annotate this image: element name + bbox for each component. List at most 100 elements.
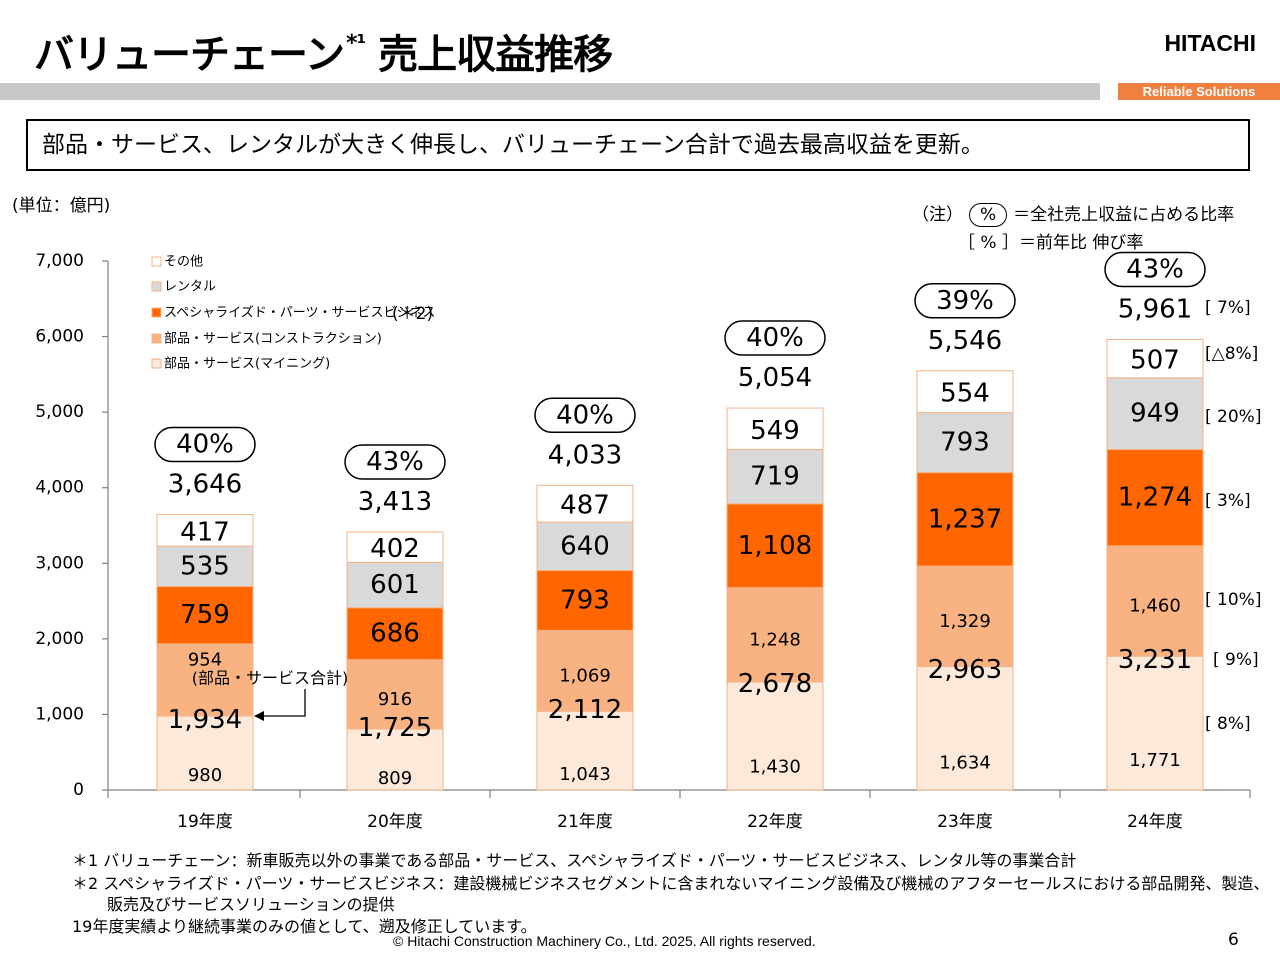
segment-label: 1,274: [1118, 483, 1192, 513]
growth-label-rental: [ 20%]: [1205, 407, 1261, 427]
y-tick-label: 0: [73, 780, 84, 800]
growth-label-parts-total: [ 9%]: [1213, 650, 1259, 670]
segment-label: 1,329: [939, 611, 991, 632]
bar-segment: [1106, 377, 1204, 451]
note-growth: ［ % ］＝前年比 伸び率: [958, 233, 1144, 253]
segment-label: 1,248: [749, 629, 801, 650]
bar-segment: [346, 531, 444, 563]
bar-segment: [916, 472, 1014, 567]
page-title: バリューチェーン*¹ 売上収益推移: [34, 31, 613, 78]
ratio-label: 40%: [556, 400, 614, 430]
segment-label: 949: [1130, 399, 1180, 429]
segment-label: 1,108: [738, 531, 812, 561]
bar-segment: [536, 521, 634, 571]
bar-segment: [726, 407, 824, 451]
segment-label: 1,043: [559, 764, 611, 785]
ratio-label: 43%: [366, 447, 424, 477]
x-tick-label: 20年度: [367, 812, 423, 832]
bar-segment: [916, 666, 1014, 791]
bar-total-label: 3,413: [358, 487, 432, 517]
footnote-1: ＊1 バリューチェーン：新車販売以外の事業である部品・サービス、スペシャライズド…: [72, 851, 1077, 870]
ratio-pill: [724, 320, 826, 356]
bar-segment: [536, 710, 634, 791]
footnote-3: 19年度実績より継続事業のみの値として、遡及修正しています。: [72, 917, 537, 936]
x-tick-label: 21年度: [557, 812, 613, 832]
segment-label: 549: [750, 416, 800, 446]
legend-label: レンタル: [164, 280, 216, 295]
segment-label: 1,460: [1129, 595, 1181, 616]
legend-swatch: [151, 256, 162, 267]
page-number: 6: [1228, 930, 1239, 950]
bar-segment: [1106, 655, 1204, 791]
ratio-label: 40%: [746, 323, 804, 353]
footnote-2: ＊2 スペシャライズド・パーツ・サービスビジネス：建設機械ビジネスセグメントに含…: [72, 874, 1270, 893]
stacked-bar-chart: 0 1,000 2,000 3,000 4,000 5,000 6,000 7,000 19年度…: [35, 251, 1261, 832]
legend-label: 部品・サービス(コンストラクション): [164, 332, 382, 347]
growth-label-construction: [ 10%]: [1205, 590, 1261, 610]
ratio-label: 43%: [1126, 255, 1184, 285]
y-tick-label: 6,000: [35, 327, 84, 347]
segment-label: 507: [1130, 346, 1180, 376]
parts-service-total-label: 1,934: [168, 705, 242, 735]
ratio-pill: [344, 444, 446, 480]
ratio-pill: [534, 397, 636, 434]
x-tick-label: 24年度: [1127, 812, 1183, 832]
unit-label: (単位：億円): [12, 196, 111, 216]
parts-service-total-label: 2,112: [548, 695, 622, 725]
summary-box: 部品・サービス、レンタルが大きく伸長し、バリューチェーン合計で過去最高収益を更新…: [26, 119, 1250, 171]
parts-service-total-label: 3,231: [1118, 645, 1192, 675]
segment-label: 402: [370, 534, 420, 564]
y-tick-label: 5,000: [35, 402, 84, 422]
segment-label: 686: [370, 619, 420, 649]
segment-label: 1,237: [928, 504, 1002, 534]
segment-label: 809: [378, 768, 412, 789]
bar-segment: [346, 659, 444, 730]
bar-segment: [1106, 545, 1204, 657]
bar-total-label: 3,646: [168, 470, 242, 500]
legend-label: スペシャライズド・パーツ・サービスビジネス: [164, 305, 435, 321]
segment-label: 601: [370, 570, 420, 600]
segment-label: 417: [180, 517, 230, 547]
bar-segment: [916, 370, 1014, 414]
bar-segment: [726, 503, 824, 589]
bar-total-label: 5,546: [928, 326, 1002, 356]
ratio-pill: [914, 283, 1016, 319]
bar-segment: [346, 728, 444, 791]
ratio-pill: [1104, 251, 1206, 288]
footnote-2-cont: 販売及びサービスソリューションの提供: [107, 895, 395, 914]
segment-label: 1,430: [749, 756, 801, 777]
x-tick-label: 19年度: [177, 812, 233, 832]
bar-segment: [346, 607, 444, 661]
bar-segment: [536, 484, 634, 523]
segment-label: 1,771: [1129, 750, 1181, 771]
growth-label-total: [ 7%]: [1205, 298, 1251, 318]
bar-segment: [156, 514, 254, 547]
bar-segment: [1106, 449, 1204, 547]
bar-segment: [1106, 339, 1204, 379]
legend-swatch: [151, 358, 162, 369]
legend-label: 部品・サービス(マイニング): [164, 357, 330, 372]
y-tick-label: 1,000: [35, 704, 84, 724]
bar-segment: [156, 585, 254, 645]
ratio-pill: [154, 426, 256, 463]
caption-arrowhead: [254, 711, 264, 721]
bar-total-label: 5,054: [738, 363, 812, 393]
legend-swatch: [151, 333, 162, 344]
y-tick-label: 2,000: [35, 629, 84, 649]
copyright: © Hitachi Construction Machinery Co., Lt…: [393, 933, 816, 949]
segment-label: 759: [180, 600, 230, 630]
growth-label-mining: [ 8%]: [1205, 714, 1251, 734]
segment-label: 916: [378, 689, 412, 710]
bar-segment: [156, 643, 254, 717]
y-tick-label: 3,000: [35, 553, 84, 573]
segment-label: 554: [940, 379, 990, 409]
y-tick-label: 7,000: [35, 251, 84, 271]
x-tick-label: 22年度: [747, 812, 803, 832]
parts-service-total-caption: (部品・サービス合計): [192, 669, 349, 688]
segment-label: 793: [560, 585, 610, 615]
bar-segment: [916, 412, 1014, 474]
caption-arrow-line: [262, 689, 306, 717]
note-pill: %: [969, 203, 1008, 227]
bar-segment: [916, 565, 1014, 668]
growth-label-special: [ 3%]: [1205, 491, 1251, 511]
